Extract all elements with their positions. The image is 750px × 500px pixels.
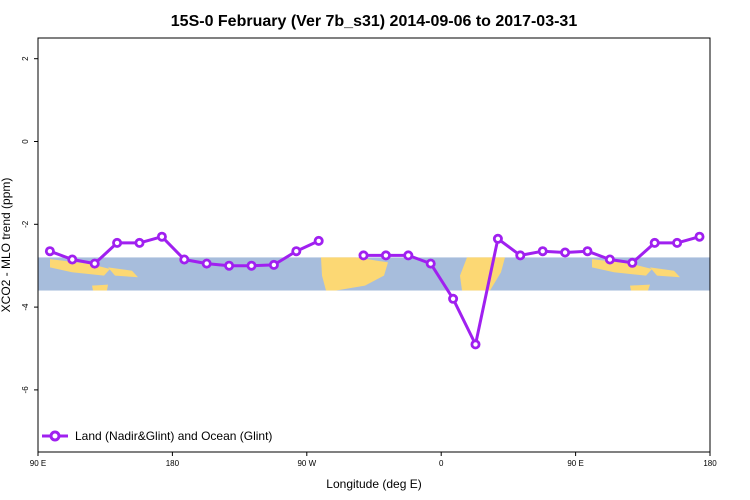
data-point [67,254,78,265]
data-point [515,250,526,261]
data-point [358,250,369,261]
land-africa [460,257,505,291]
x-tick-label: 90 E [567,459,583,468]
y-axis-ticks: 2 0 -2 -4 -6 [21,56,38,394]
land-new-guinea-east [650,267,680,278]
data-point [246,260,257,271]
y-tick-label: -4 [21,303,30,311]
data-point [470,339,481,350]
x-tick-label: 180 [703,459,717,468]
x-axis-label: Longitude (deg E) [326,477,421,491]
legend-point-swatch [49,430,61,442]
data-point [627,257,638,268]
data-point [492,233,503,244]
land-islands-east [630,284,650,291]
data-point [694,231,705,242]
x-axis-ticks: 90 E 180 90 W 0 90 E 180 [30,452,717,468]
y-axis-label: XCO2 - MLO trend (ppm) [0,178,13,313]
data-point [156,231,167,242]
data-point [672,237,683,248]
land-south-america [321,257,388,291]
y-tick-label: -2 [21,220,30,228]
series-lines [49,235,700,346]
chart-title: 15S-0 February (Ver 7b_s31) 2014-09-06 t… [171,13,578,30]
legend: Land (Nadir&Glint) and Ocean (Glint) [42,429,272,443]
series-line-segment [363,235,700,346]
data-point [537,246,548,257]
x-tick-label: 0 [439,459,444,468]
x-tick-label: 90 E [30,459,46,468]
y-tick-label: 0 [21,139,30,144]
data-point [89,258,100,269]
data-point [134,237,145,248]
data-point [582,246,593,257]
land-new-guinea-west [108,267,138,278]
plot-frame [37,37,711,453]
data-point [425,258,436,269]
y-tick-label: 2 [21,56,30,61]
series-points [44,231,705,350]
data-point [604,254,615,265]
data-point [649,237,660,248]
data-point [380,250,391,261]
x-tick-label: 180 [166,459,180,468]
background-band [38,257,710,291]
data-point [201,258,212,269]
land-islands-west [92,284,108,291]
data-point [313,235,324,246]
legend-entry-label: Land (Nadir&Glint) and Ocean (Glint) [75,429,272,443]
data-point [224,260,235,271]
data-point [403,250,414,261]
data-point [560,247,571,258]
data-point [448,293,459,304]
land-indonesia-west [50,259,110,276]
data-point [179,254,190,265]
y-tick-label: -6 [21,386,30,394]
data-point [268,259,279,270]
data-point [112,237,123,248]
data-point [44,246,55,257]
data-point [291,246,302,257]
x-tick-label: 90 W [297,459,316,468]
